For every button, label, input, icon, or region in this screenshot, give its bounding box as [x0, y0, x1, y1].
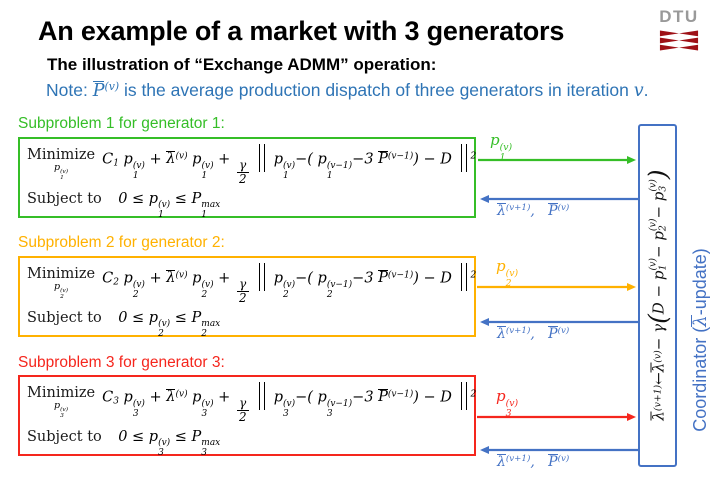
minimize-label: Minimize — [27, 384, 96, 401]
p3-send-label: p (v) 3 — [496, 387, 519, 420]
subproblem-3-objective-row: Minimize p (v) 3 C3 p (v) 3 + λ(v) p (v) 3 + γ… — [27, 382, 476, 424]
p1-send-label: p (v) 1 — [490, 131, 513, 164]
return-label-1: λ(v+1), P(v) — [497, 203, 570, 219]
coordinator-box — [638, 124, 677, 467]
dtu-logo-text: DTU — [659, 7, 699, 26]
note-text: Note: P(v) is the average production dis… — [46, 80, 649, 101]
subproblem-1-box: Minimize p (v) 1 C1 p (v) 1 + λ(v) p (v) 1 + γ… — [18, 137, 476, 221]
subproblem-3-label: Subproblem 3 for generator 3: — [18, 354, 225, 371]
return-label-3: λ(v+1), P(v) — [497, 454, 570, 470]
dtu-logo-icon — [659, 30, 699, 51]
minimize-label: Minimize — [27, 146, 96, 163]
subtitle: The illustration of “Exchange ADMM” oper… — [47, 55, 437, 74]
subproblem-2-label: Subproblem 2 for generator 2: — [18, 234, 225, 251]
minimize-label: Minimize — [27, 265, 96, 282]
subproblem-2-objective-row: Minimize p (v) 2 C2 p (v) 2 + λ(v) p (v) 2 + γ… — [27, 263, 476, 305]
subproblem-3-box: Minimize p (v) 3 C3 p (v) 3 + λ(v) p (v) 3 + γ… — [18, 375, 476, 459]
p2-send-label: p (v) 2 — [496, 257, 519, 290]
minimize-operator: Minimize p (v) 2 — [27, 265, 96, 301]
dtu-logo: DTU — [656, 7, 702, 51]
minimize-variable: p (v) 1 — [54, 161, 69, 182]
subject-to-label: Subject to — [27, 309, 102, 326]
subproblem-1-label: Subproblem 1 for generator 1: — [18, 115, 225, 132]
minimize-operator: Minimize p (v) 1 — [27, 146, 96, 182]
subject-to-label: Subject to — [27, 428, 102, 445]
subproblem-2-box: Minimize p (v) 2 C2 p (v) 2 + λ(v) p (v) 2 + γ… — [18, 256, 476, 340]
coordinator-label: Coordinator (λ -update) — [689, 248, 711, 432]
subject-to-label: Subject to — [27, 190, 102, 207]
minimize-operator: Minimize p (v) 3 — [27, 384, 96, 420]
return-label-2: λ(v+1), P(v) — [497, 326, 570, 342]
page-title: An example of a market with 3 generators — [38, 16, 565, 46]
minimize-variable: p (v) 2 — [54, 280, 69, 301]
coordinator-update-rule: λ (v+1) ← λ (v) − γ ( D − p (v) 1 − p (v) 2 − … — [643, 169, 673, 421]
subproblem-1-objective-row: Minimize p (v) 1 C1 p (v) 1 + λ(v) p (v) 1 + γ… — [27, 144, 476, 186]
minimize-variable: p (v) 3 — [54, 399, 69, 420]
